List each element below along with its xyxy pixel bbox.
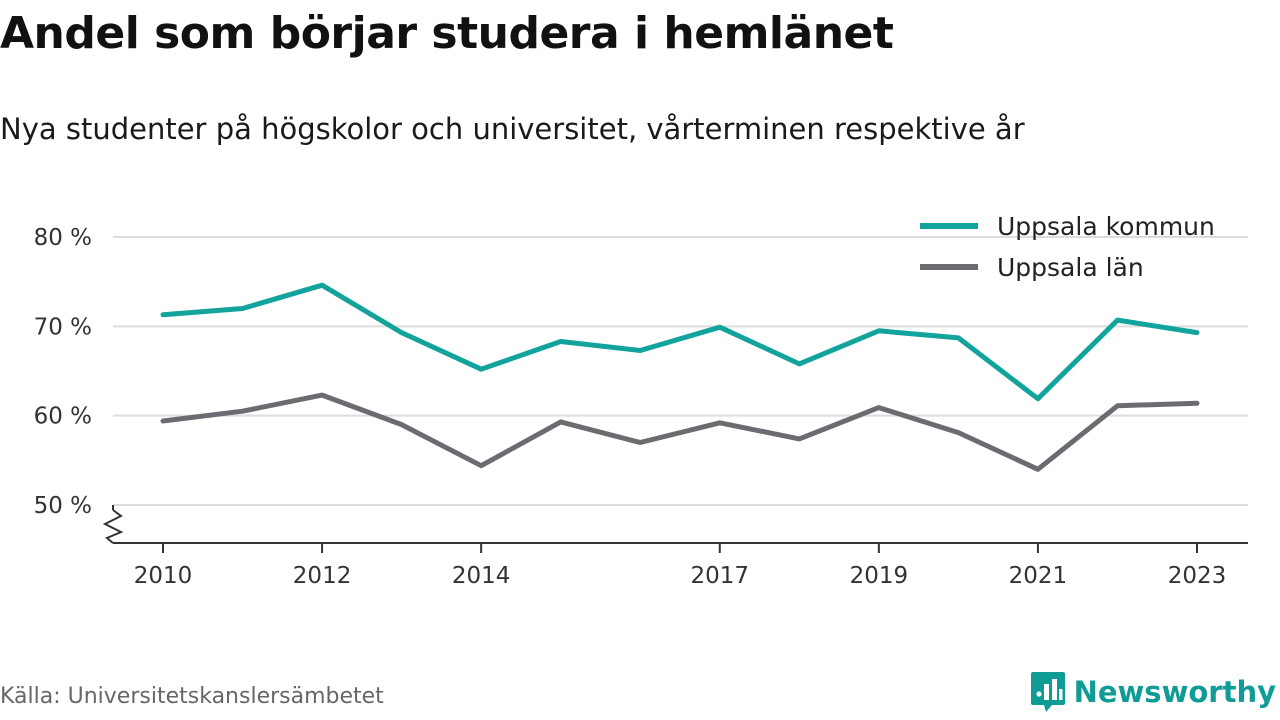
- axis-break-marker: [102, 509, 124, 544]
- x-tick-label: 2019: [850, 563, 909, 589]
- x-tick-label: 2012: [293, 563, 352, 589]
- brand-name: Newsworthy: [1073, 675, 1276, 709]
- x-tick-label: 2021: [1009, 563, 1068, 589]
- x-tick-label: 2023: [1168, 563, 1227, 589]
- legend: Uppsala kommun Uppsala län: [920, 212, 1215, 282]
- legend-label: Uppsala kommun: [997, 212, 1215, 241]
- series-line-uppsala-kommun: [160, 282, 1200, 402]
- y-tick-label: 50 %: [34, 493, 92, 519]
- brand-logo: Newsworthy: [1030, 670, 1276, 714]
- series-line-uppsala-lan: [160, 392, 1200, 472]
- newsworthy-logo-icon: [1030, 672, 1065, 712]
- series: [160, 282, 1200, 472]
- y-tick-label: 60 %: [34, 404, 92, 430]
- chart-subtitle: Nya studenter på högskolor och universit…: [0, 112, 1025, 146]
- source-note: Källa: Universitetskanslersämbetet: [0, 684, 384, 709]
- x-tick-label: 2014: [452, 563, 511, 589]
- legend-label: Uppsala län: [997, 253, 1144, 282]
- line-chart: 50 % 60 % 70 % 80 % 2010 2012 2014 2017 2019 2021…: [34, 212, 1248, 589]
- axes: 50 % 60 % 70 % 80 % 2010 2012 2014 2017 2019 2021…: [34, 225, 1248, 589]
- x-tick-label: 2010: [134, 563, 193, 589]
- y-tick-label: 80 %: [34, 225, 92, 251]
- x-tick-label: 2017: [690, 563, 749, 589]
- y-tick-label: 70 %: [34, 314, 92, 340]
- gridlines: [113, 236, 1248, 506]
- chart-title: Andel som börjar studera i hemlänet: [0, 8, 894, 59]
